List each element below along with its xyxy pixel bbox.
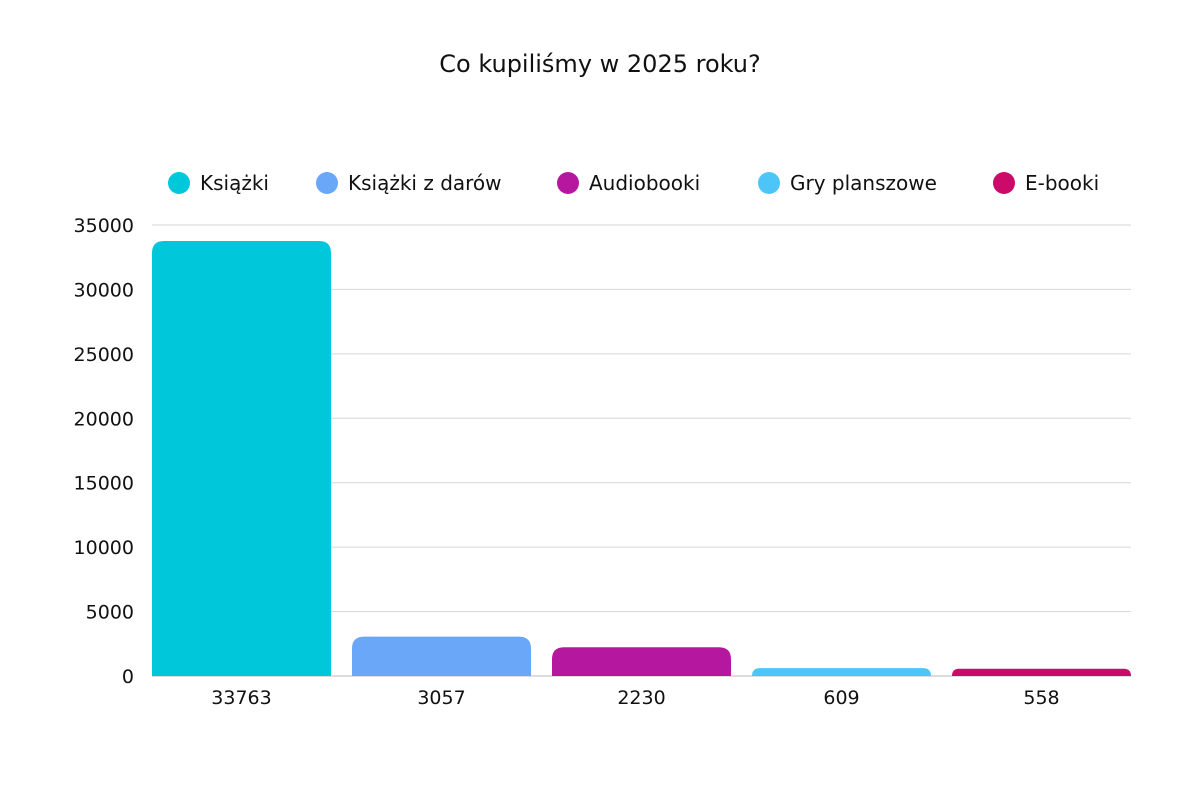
y-tick-label: 30000	[74, 279, 134, 301]
legend-swatch	[758, 172, 780, 194]
bar-książki-z-darów	[352, 636, 531, 676]
legend-label: Gry planszowe	[790, 171, 937, 195]
y-tick-label: 20000	[74, 408, 134, 430]
legend-item: Książki	[168, 171, 269, 195]
bar-książki	[152, 240, 331, 676]
legend-label: Książki	[200, 171, 269, 195]
legend-label: Audiobooki	[589, 171, 700, 195]
legend-item: E-booki	[993, 171, 1099, 195]
bar-audiobooki	[552, 647, 731, 676]
x-tick-label: 2230	[617, 687, 665, 709]
legend-item: Audiobooki	[557, 171, 700, 195]
x-tick-label: 558	[1023, 687, 1059, 709]
bar-e-booki	[952, 668, 1131, 676]
legend-item: Książki z darów	[316, 171, 502, 195]
y-tick-label: 5000	[86, 602, 134, 624]
bar-gry-planszowe	[752, 668, 931, 676]
y-tick-label: 0	[122, 666, 134, 688]
x-tick-label: 609	[823, 687, 859, 709]
legend-item: Gry planszowe	[758, 171, 937, 195]
x-tick-label: 3057	[417, 687, 465, 709]
y-tick-label: 35000	[74, 215, 134, 237]
x-tick-label: 33763	[211, 687, 271, 709]
legend-swatch	[168, 172, 190, 194]
legend-swatch	[993, 172, 1015, 194]
legend-label: E-booki	[1025, 171, 1099, 195]
y-tick-label: 10000	[74, 537, 134, 559]
legend-swatch	[557, 172, 579, 194]
y-tick-label: 25000	[74, 344, 134, 366]
legend-label: Książki z darów	[348, 171, 502, 195]
legend-swatch	[316, 172, 338, 194]
chart-title: Co kupiliśmy w 2025 roku?	[439, 50, 761, 78]
y-tick-label: 15000	[74, 473, 134, 495]
